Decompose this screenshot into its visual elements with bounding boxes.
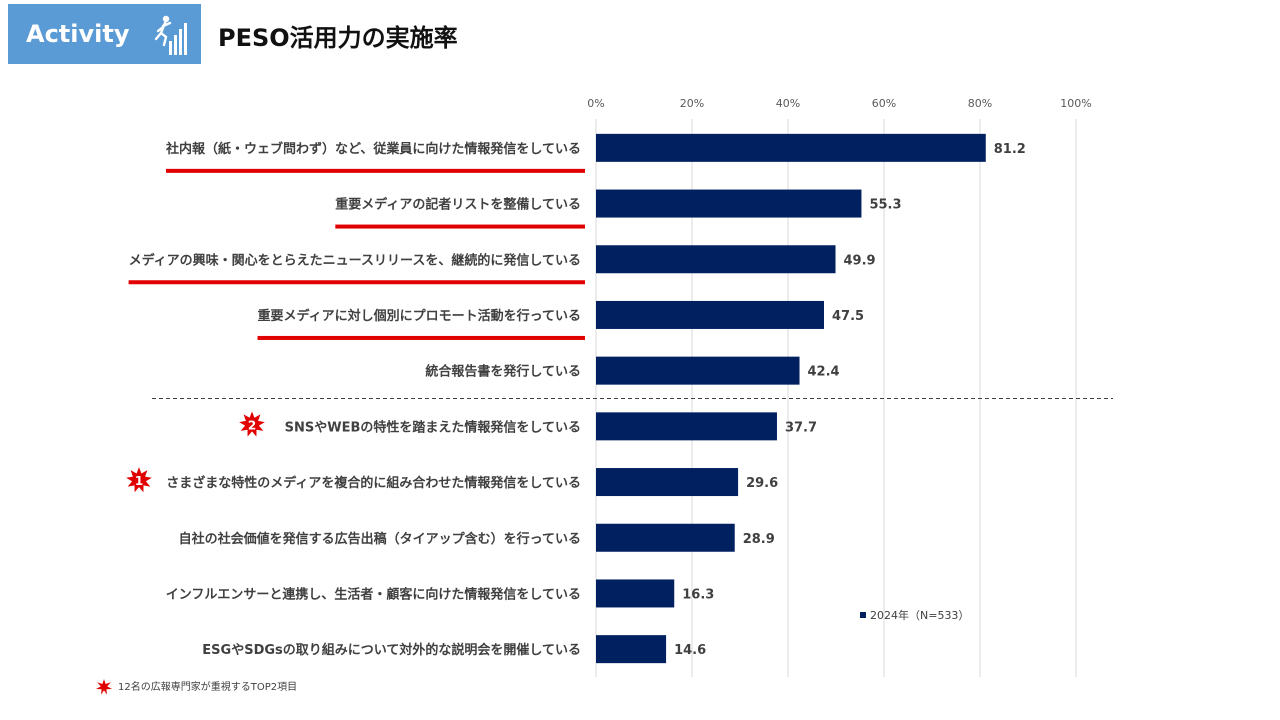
bar: [596, 523, 735, 552]
x-tick-label: 100%: [1060, 97, 1091, 110]
category-label: 自社の社会価値を発信する広告出稿（タイアップ含む）を行っている: [179, 531, 581, 547]
rank-star-icon: [239, 411, 265, 437]
data-label: 14.6: [674, 643, 706, 658]
category-label: 社内報（紙・ウェブ問わず）など、従業員に向けた情報発信をしている: [165, 141, 581, 157]
stairs-climber-icon: [154, 15, 187, 55]
footnote: 12名の広報専門家が重視するTOP2項目: [118, 682, 298, 693]
x-tick-label: 80%: [968, 97, 992, 110]
x-tick-label: 60%: [872, 97, 896, 110]
bar: [596, 412, 777, 441]
data-label: 55.3: [869, 198, 901, 213]
bar: [596, 189, 862, 218]
data-label: 47.5: [832, 309, 864, 324]
data-label: 29.6: [746, 476, 778, 491]
activity-badge: Activity: [8, 4, 201, 64]
data-label: 16.3: [682, 587, 714, 602]
highlight-underline: [335, 224, 585, 229]
x-tick-label: 20%: [680, 97, 704, 110]
category-label: ESGやSDGsの取り組みについて対外的な説明会を開催している: [202, 642, 581, 658]
bar: [596, 468, 739, 497]
red-star-icon: [96, 679, 112, 695]
page-title: PESO活用力の実施率: [218, 24, 458, 52]
bar: [596, 245, 836, 274]
rank-number: 1: [135, 474, 143, 488]
highlight-underline: [128, 280, 585, 285]
category-label: 統合報告書を発行している: [425, 364, 581, 380]
x-tick-label: 40%: [776, 97, 800, 110]
data-label: 28.9: [743, 532, 775, 547]
data-label: 81.2: [994, 142, 1026, 157]
bar: [596, 635, 667, 664]
category-label: 重要メディアに対し個別にプロモート活動を行っている: [258, 308, 581, 324]
category-label: インフルエンサーと連携し、生活者・顧客に向けた情報発信をしている: [166, 586, 581, 602]
highlight-underline: [166, 168, 585, 173]
category-label: SNSやWEBの特性を踏まえた情報発信をしている: [285, 419, 581, 435]
x-tick-label: 0%: [587, 97, 604, 110]
bar: [596, 579, 675, 608]
category-label: 重要メディアの記者リストを整備している: [335, 197, 581, 213]
data-label: 37.7: [785, 420, 817, 435]
data-label: 49.9: [844, 253, 876, 268]
rank-number: 2: [248, 418, 256, 432]
bar: [596, 356, 800, 385]
legend-swatch: [860, 612, 866, 618]
badge-label: Activity: [26, 20, 130, 48]
bar: [596, 300, 824, 329]
rank-star-icon: [126, 467, 152, 493]
legend-label: 2024年（N=533）: [870, 608, 969, 622]
category-label: さまざまな特性のメディアを複合的に組み合わせた情報発信をしている: [166, 475, 581, 491]
bar: [596, 133, 986, 162]
data-label: 42.4: [808, 365, 840, 380]
highlight-underline: [257, 335, 585, 340]
category-label: メディアの興味・関心をとらえたニュースリリースを、継続的に発信している: [129, 252, 581, 268]
